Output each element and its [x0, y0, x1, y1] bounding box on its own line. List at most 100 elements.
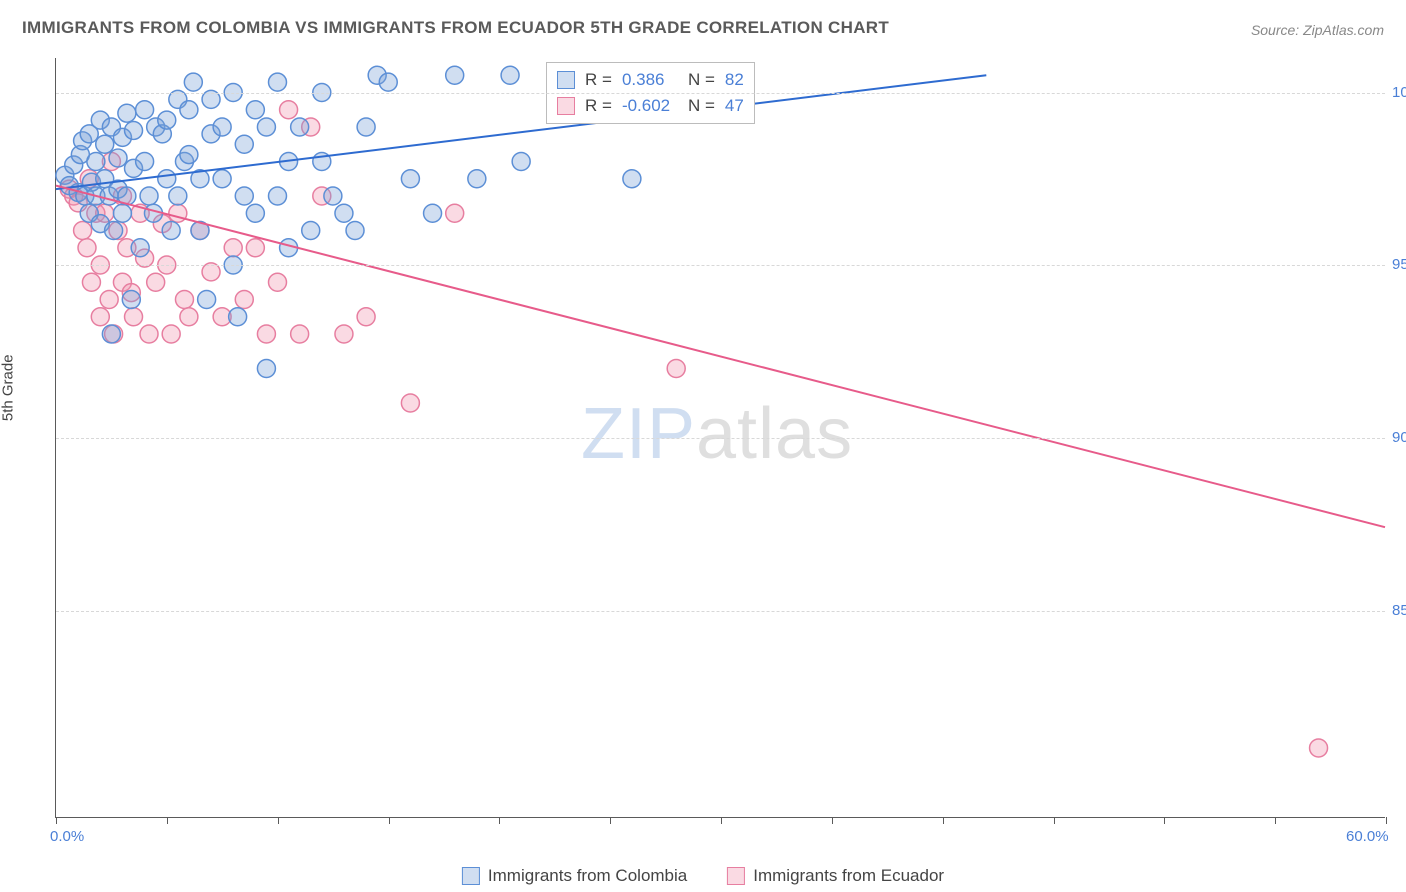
y-tick-label: 90.0%: [1392, 429, 1406, 446]
data-point: [235, 291, 253, 309]
gridline: [56, 438, 1385, 439]
data-point: [667, 360, 685, 378]
data-point: [512, 153, 530, 171]
x-tick: [278, 817, 279, 824]
data-point: [213, 170, 231, 188]
data-point: [198, 291, 216, 309]
data-point: [468, 170, 486, 188]
data-point: [224, 239, 242, 257]
data-point: [446, 66, 464, 84]
legend-item-ecuador: Immigrants from Ecuador: [727, 866, 944, 886]
y-axis-label: 5th Grade: [0, 354, 17, 421]
stats-row-colombia: R = 0.386 N = 82: [557, 67, 744, 93]
swatch-colombia: [557, 71, 575, 89]
data-point: [401, 394, 419, 412]
data-point: [140, 187, 158, 205]
data-point: [623, 170, 641, 188]
x-tick: [499, 817, 500, 824]
data-point: [74, 222, 92, 240]
source-attribution: Source: ZipAtlas.com: [1251, 22, 1384, 38]
n-label: N =: [688, 70, 715, 90]
data-point: [82, 273, 100, 291]
data-point: [158, 111, 176, 129]
r-label: R =: [585, 70, 612, 90]
data-point: [269, 187, 287, 205]
data-point: [125, 308, 143, 326]
data-point: [158, 170, 176, 188]
data-point: [501, 66, 519, 84]
x-tick: [56, 817, 57, 824]
x-tick: [167, 817, 168, 824]
swatch-ecuador: [727, 867, 745, 885]
data-point: [246, 239, 264, 257]
data-point: [184, 73, 202, 91]
swatch-ecuador: [557, 97, 575, 115]
data-point: [162, 325, 180, 343]
y-tick-label: 95.0%: [1392, 256, 1406, 273]
data-point: [162, 222, 180, 240]
data-point: [302, 222, 320, 240]
data-point: [229, 308, 247, 326]
data-point: [169, 187, 187, 205]
legend-label-ecuador: Immigrants from Ecuador: [753, 866, 944, 886]
legend-bottom: Immigrants from Colombia Immigrants from…: [462, 866, 944, 886]
data-point: [357, 118, 375, 136]
legend-label-colombia: Immigrants from Colombia: [488, 866, 687, 886]
data-point: [180, 101, 198, 119]
gridline: [56, 611, 1385, 612]
gridline: [56, 265, 1385, 266]
data-point: [401, 170, 419, 188]
data-point: [357, 308, 375, 326]
data-point: [78, 239, 96, 257]
data-point: [246, 204, 264, 222]
n-label: N =: [688, 96, 715, 116]
stats-row-ecuador: R = -0.602 N = 47: [557, 93, 744, 119]
data-point: [269, 73, 287, 91]
data-point: [335, 325, 353, 343]
data-point: [96, 135, 114, 153]
data-point: [180, 146, 198, 164]
data-point: [102, 325, 120, 343]
y-tick-label: 100.0%: [1392, 84, 1406, 101]
data-point: [118, 104, 136, 122]
x-tick: [389, 817, 390, 824]
x-tick-label: 60.0%: [1346, 828, 1389, 845]
x-tick: [721, 817, 722, 824]
r-value-ecuador: -0.602: [622, 96, 678, 116]
data-point: [125, 121, 143, 139]
x-tick: [943, 817, 944, 824]
chart-title: IMMIGRANTS FROM COLOMBIA VS IMMIGRANTS F…: [22, 18, 889, 38]
gridline: [56, 93, 1385, 94]
data-point: [91, 308, 109, 326]
data-point: [131, 239, 149, 257]
data-point: [291, 325, 309, 343]
x-tick: [1164, 817, 1165, 824]
data-point: [257, 360, 275, 378]
data-point: [424, 204, 442, 222]
data-point: [136, 101, 154, 119]
data-point: [280, 101, 298, 119]
x-tick: [1275, 817, 1276, 824]
x-tick: [610, 817, 611, 824]
data-point: [100, 291, 118, 309]
data-point: [235, 135, 253, 153]
data-point: [175, 291, 193, 309]
data-point: [180, 308, 198, 326]
data-point: [136, 153, 154, 171]
data-point: [122, 291, 140, 309]
x-tick: [1054, 817, 1055, 824]
r-value-colombia: 0.386: [622, 70, 678, 90]
n-value-ecuador: 47: [725, 96, 744, 116]
r-label: R =: [585, 96, 612, 116]
data-point: [335, 204, 353, 222]
data-point: [346, 222, 364, 240]
data-point: [246, 101, 264, 119]
x-tick: [1386, 817, 1387, 824]
trend-line: [56, 186, 1385, 528]
data-point: [1310, 739, 1328, 757]
data-point: [213, 118, 231, 136]
data-point: [446, 204, 464, 222]
data-point: [379, 73, 397, 91]
data-point: [235, 187, 253, 205]
plot-area: ZIPatlas R = 0.386 N = 82 R = -0.602 N =…: [55, 58, 1385, 818]
